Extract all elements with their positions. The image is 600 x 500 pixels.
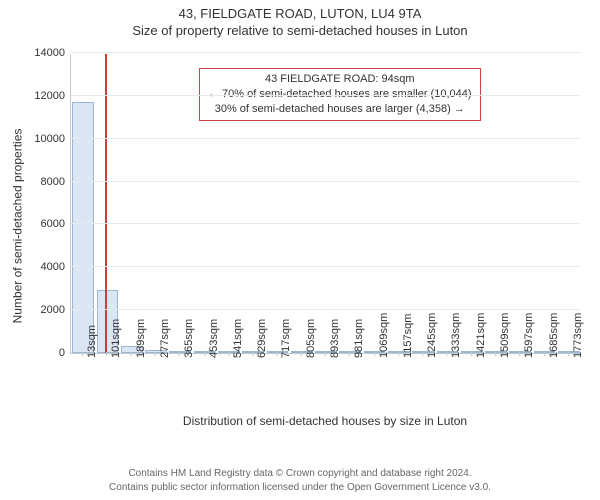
x-tick-mark: [106, 352, 107, 356]
y-gridline: 8000: [71, 181, 580, 182]
x-tick-mark: [301, 352, 302, 356]
plot-area: 43 FIELDGATE ROAD: 94sqm ← 70% of semi-d…: [70, 54, 580, 354]
x-tick-mark: [568, 352, 569, 356]
footer-line-2: Contains public sector information licen…: [0, 481, 600, 495]
x-tick-label: 1597sqm: [523, 313, 535, 358]
y-gridline: 12000: [71, 95, 580, 96]
x-tick-mark: [276, 352, 277, 356]
y-gridline: 6000: [71, 223, 580, 224]
x-tick-label: 1157sqm: [402, 314, 414, 358]
y-axis-label: Number of semi-detached properties: [8, 46, 26, 406]
x-tick-mark: [544, 352, 545, 356]
x-tick-mark: [495, 352, 496, 356]
x-tick-mark: [204, 352, 205, 356]
x-tick-label: 453sqm: [208, 319, 220, 358]
footer: Contains HM Land Registry data © Crown c…: [0, 467, 600, 494]
x-tick-label: 629sqm: [256, 319, 268, 358]
x-tick-label: 805sqm: [305, 319, 317, 358]
x-tick-mark: [252, 352, 253, 356]
x-tick-mark: [446, 352, 447, 356]
x-tick-mark: [325, 352, 326, 356]
x-tick-mark: [228, 352, 229, 356]
y-gridline: 4000: [71, 266, 580, 267]
x-tick-mark: [155, 352, 156, 356]
x-tick-label: 981sqm: [353, 319, 365, 358]
x-tick-label: 1333sqm: [450, 313, 462, 358]
info-line-1: 43 FIELDGATE ROAD: 94sqm: [208, 72, 472, 87]
address-title: 43, FIELDGATE ROAD, LUTON, LU4 9TA: [0, 6, 600, 23]
x-tick-mark: [471, 352, 472, 356]
info-line-3: 30% of semi-detached houses are larger (…: [208, 102, 472, 117]
x-tick-label: 189sqm: [135, 319, 147, 358]
x-tick-label: 277sqm: [159, 319, 171, 358]
subtitle: Size of property relative to semi-detach…: [0, 23, 600, 40]
x-tick-label: 893sqm: [329, 319, 341, 358]
y-gridline: 2000: [71, 309, 580, 310]
y-tick-label: 8000: [41, 176, 71, 188]
x-tick-label: 717sqm: [280, 319, 292, 358]
x-tick-mark: [422, 352, 423, 356]
x-tick-label: 365sqm: [183, 319, 195, 358]
x-tick-label: 1421sqm: [475, 313, 487, 358]
y-tick-label: 2000: [41, 304, 71, 316]
footer-line-1: Contains HM Land Registry data © Crown c…: [0, 467, 600, 481]
chart-titles: 43, FIELDGATE ROAD, LUTON, LU4 9TA Size …: [0, 0, 600, 40]
x-tick-label: 1685sqm: [548, 313, 560, 358]
x-tick-mark: [398, 352, 399, 356]
x-tick-label: 101sqm: [110, 319, 122, 358]
x-tick-label: 1069sqm: [378, 313, 390, 358]
x-tick-label: 1773sqm: [572, 313, 584, 358]
y-gridline: 10000: [71, 138, 580, 139]
x-tick-label: 1509sqm: [499, 313, 511, 358]
histogram-bar: [72, 102, 94, 353]
y-tick-label: 14000: [34, 47, 71, 59]
y-tick-label: 12000: [34, 90, 71, 102]
x-tick-mark: [82, 352, 83, 356]
y-tick-label: 10000: [34, 133, 71, 145]
x-tick-label: 541sqm: [232, 319, 244, 358]
x-tick-label: 13sqm: [86, 325, 98, 358]
y-tick-label: 4000: [41, 261, 71, 273]
y-tick-label: 6000: [41, 218, 71, 230]
x-tick-mark: [179, 352, 180, 356]
property-marker-line: [105, 54, 107, 353]
x-tick-mark: [349, 352, 350, 356]
x-tick-mark: [374, 352, 375, 356]
x-axis-label: Distribution of semi-detached houses by …: [70, 414, 580, 428]
y-gridline: 14000: [71, 52, 580, 53]
x-tick-mark: [131, 352, 132, 356]
x-tick-label: 1245sqm: [426, 313, 438, 358]
chart-zone: Number of semi-detached properties 43 FI…: [0, 46, 600, 436]
x-tick-mark: [519, 352, 520, 356]
